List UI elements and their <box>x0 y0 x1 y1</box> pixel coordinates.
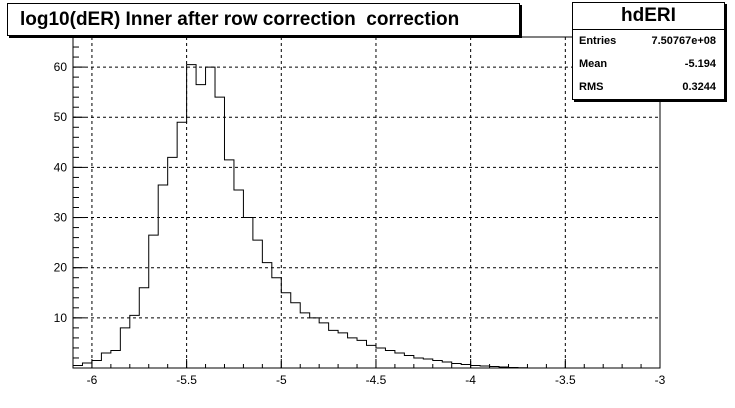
stats-box: hdERI Entries 7.50767e+08 Mean -5.194 RM… <box>572 2 725 100</box>
stats-row-entries: Entries 7.50767e+08 <box>573 30 724 53</box>
chart-title: log10(dER) Inner after row correction co… <box>7 3 520 36</box>
stats-value: 7.50767e+08 <box>651 35 716 47</box>
stats-row-mean: Mean -5.194 <box>573 53 724 76</box>
x-tick-label: -6 <box>87 373 98 387</box>
x-tick-label: -5.5 <box>176 373 197 387</box>
plot-frame <box>72 36 661 369</box>
y-axis: 10 20 30 40 50 60 <box>54 36 85 369</box>
y-tick-label: 60 <box>54 60 68 74</box>
y-tick-label: 30 <box>54 211 68 225</box>
y-tick-label: 50 <box>54 110 68 124</box>
stats-label: RMS <box>579 81 604 93</box>
stats-value: 0.3244 <box>682 81 716 93</box>
x-tick-label: -3 <box>655 373 666 387</box>
x-tick-label: -4.5 <box>366 373 387 387</box>
stats-row-rms: RMS 0.3244 <box>573 76 724 99</box>
x-axis: -6 -5.5 -5 -4.5 -4 -3.5 -3 <box>72 359 666 387</box>
x-tick-label: -4 <box>465 373 476 387</box>
x-tick-label: -3.5 <box>555 373 576 387</box>
y-tick-label: 40 <box>54 160 68 174</box>
y-tick-label: 20 <box>54 261 68 275</box>
histogram-outline <box>72 64 528 369</box>
stats-value: -5.194 <box>684 58 716 70</box>
stats-histogram-name: hdERI <box>573 3 724 30</box>
y-tick-label: 10 <box>54 311 68 325</box>
stats-label: Entries <box>579 35 617 47</box>
stats-label: Mean <box>579 58 608 70</box>
x-tick-label: -5 <box>276 373 287 387</box>
